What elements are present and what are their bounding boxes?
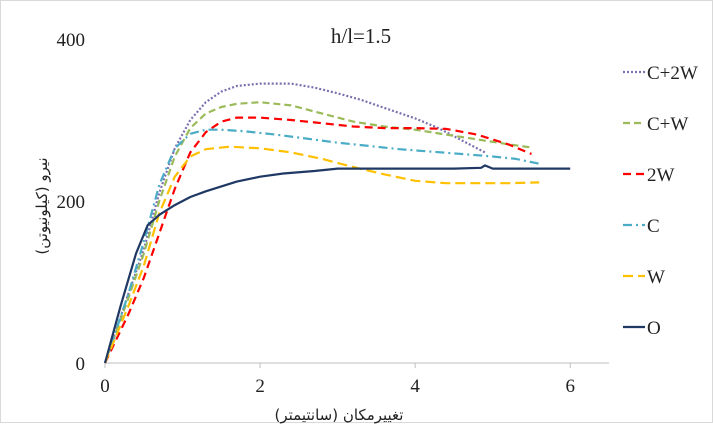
legend-label: C+2W (647, 63, 698, 84)
legend-label: W (647, 267, 665, 288)
series-line-c (103, 128, 540, 364)
y-tick-label: 400 (57, 30, 86, 51)
x-axis-label: تغییرمکان (سانتیمتر) (275, 406, 404, 424)
axes: 0 2 4 6 0 200 400 (57, 30, 609, 397)
legend-label: C+W (647, 114, 688, 135)
series-line-c-plus-w (103, 101, 532, 364)
series-line-2w (104, 116, 532, 364)
legend: C+2W C+W 2W C W O (623, 63, 698, 339)
chart-title: h/l=1.5 (331, 24, 391, 48)
series-line-w (103, 145, 540, 364)
y-tick-label: 200 (57, 192, 86, 213)
series-line-c-plus-2w (103, 82, 486, 364)
legend-label: C (647, 216, 660, 237)
legend-label: O (647, 318, 661, 339)
x-tick-label: 4 (410, 376, 420, 397)
x-tick-label: 2 (255, 376, 265, 397)
series-line-o (103, 164, 571, 364)
legend-label: 2W (647, 165, 675, 186)
plot-area (103, 82, 571, 364)
y-axis-label: نیرو (کیلونیوتن) (33, 157, 51, 254)
x-tick-label: 0 (100, 376, 110, 397)
y-tick-label: 0 (76, 354, 86, 375)
x-tick-label: 6 (565, 376, 575, 397)
